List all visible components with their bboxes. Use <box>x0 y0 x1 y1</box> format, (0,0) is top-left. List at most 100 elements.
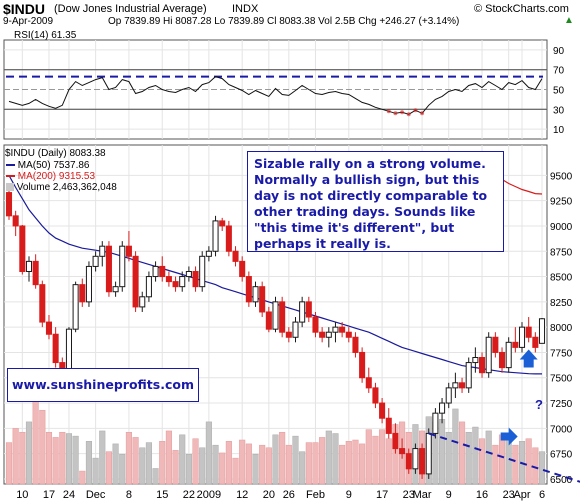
volume-bar <box>472 426 479 485</box>
volume-bar <box>185 453 192 485</box>
price-tick-label: 9250 <box>550 197 573 208</box>
volume-bar <box>12 428 19 485</box>
volume-bar <box>32 398 39 485</box>
volume-bar <box>205 421 212 485</box>
candle-body <box>325 331 332 338</box>
volume-bar <box>112 443 119 485</box>
candle-body <box>79 284 86 303</box>
candle-body <box>365 377 372 389</box>
volume-bar <box>219 452 226 485</box>
x-tick-label: 16 <box>476 489 488 501</box>
volume-bar <box>292 435 299 485</box>
price-tick-label: 7750 <box>550 348 573 359</box>
volume-bar <box>385 438 392 485</box>
rsi-oversold-mark <box>393 111 398 116</box>
volume-bar <box>159 441 166 485</box>
x-tick-label: 12 <box>236 489 248 501</box>
x-tick-label: 17 <box>376 489 388 501</box>
quote-up-arrow: ▲ <box>564 15 574 26</box>
candle-body <box>125 245 132 257</box>
question-mark: ? <box>535 397 543 412</box>
candle-body <box>65 328 72 373</box>
volume-bar <box>452 408 459 485</box>
rsi-oversold-mark <box>386 109 391 114</box>
candle-body <box>172 281 179 288</box>
volume-bar <box>259 444 266 485</box>
volume-bar <box>272 434 279 485</box>
price-tick-label: 8500 <box>550 273 573 284</box>
comment-box: Sizable rally on a strong volume. Normal… <box>247 151 504 252</box>
price-tick-label: 9500 <box>550 171 573 182</box>
volume-bar <box>125 431 132 485</box>
volume-bar <box>72 435 79 485</box>
volume-bar <box>132 437 139 485</box>
candle-body <box>245 276 252 303</box>
price-label: $INDU (Daily) 8083.38 <box>5 148 106 159</box>
candle-body <box>165 276 172 283</box>
volume-bar <box>459 421 466 485</box>
volume-bar <box>439 419 446 485</box>
x-tick-label: 22 <box>183 489 195 501</box>
volume-bar <box>339 444 346 485</box>
volume-bar <box>445 431 452 485</box>
candle-body <box>512 341 519 348</box>
volume-bar <box>305 442 312 485</box>
rsi-tick-label: 90 <box>553 46 565 57</box>
legend-ma50: MA(50) 7537.86 <box>6 160 90 171</box>
legend-ma50-text: MA(50) 7537.86 <box>17 160 90 171</box>
volume-bar <box>279 431 286 485</box>
volume-bar <box>85 441 92 485</box>
candle-body <box>292 321 299 338</box>
candle-body <box>425 432 432 475</box>
volume-bar <box>359 443 366 485</box>
x-tick-label: Dec <box>86 489 106 501</box>
candle-body <box>345 331 352 338</box>
candle-body <box>5 192 13 217</box>
candle-body <box>92 255 99 267</box>
candle-body <box>199 255 206 288</box>
candle-body <box>72 284 79 330</box>
volume-bar <box>239 439 246 485</box>
price-tick-label: 7500 <box>550 374 573 385</box>
rsi-tick-label: 70 <box>553 66 565 77</box>
x-tick-label: 15 <box>156 489 168 501</box>
volume-bar <box>165 430 172 485</box>
rsi-label: RSI(14) 61.35 <box>14 30 77 41</box>
rsi-oversold-mark <box>413 108 418 113</box>
volume-bar <box>365 429 372 485</box>
rsi-tick-label: 30 <box>553 105 565 116</box>
legend-ma50-swatch <box>6 164 15 167</box>
candle-body <box>485 336 492 374</box>
candle-body <box>399 448 406 455</box>
rsi-tick-label: 50 <box>553 86 565 97</box>
x-tick-label: 10 <box>16 489 28 501</box>
x-tick-label: 20 <box>263 489 275 501</box>
candle-body <box>212 220 219 252</box>
exchange-label: INDX <box>232 3 259 15</box>
candle-body <box>219 220 226 227</box>
candle-body <box>205 250 212 257</box>
price-tick-label: 9000 <box>550 222 573 233</box>
volume-bar <box>265 447 272 485</box>
price-tick-label: 8750 <box>550 247 573 258</box>
legend-volume-swatch <box>6 183 14 192</box>
volume-bar <box>492 444 499 485</box>
candle-body <box>145 276 152 298</box>
volume-bar <box>245 443 252 485</box>
x-tick-label: Mar <box>413 489 432 501</box>
volume-bar <box>505 438 512 485</box>
website-text: www.sunshineprofits.com <box>12 377 194 392</box>
candle-body <box>405 453 412 470</box>
volume-bar <box>145 442 152 485</box>
volume-bar <box>65 433 73 485</box>
candle-body <box>139 296 146 308</box>
x-tick-label: 24 <box>63 489 75 501</box>
candle-body <box>359 351 366 379</box>
candle-body <box>352 336 359 353</box>
candle-body <box>459 382 466 389</box>
candle-body <box>185 270 192 278</box>
volume-bar <box>179 434 186 485</box>
candle-body <box>432 412 439 434</box>
rsi-tick-label: 10 <box>553 125 565 136</box>
candle-body <box>332 326 339 333</box>
